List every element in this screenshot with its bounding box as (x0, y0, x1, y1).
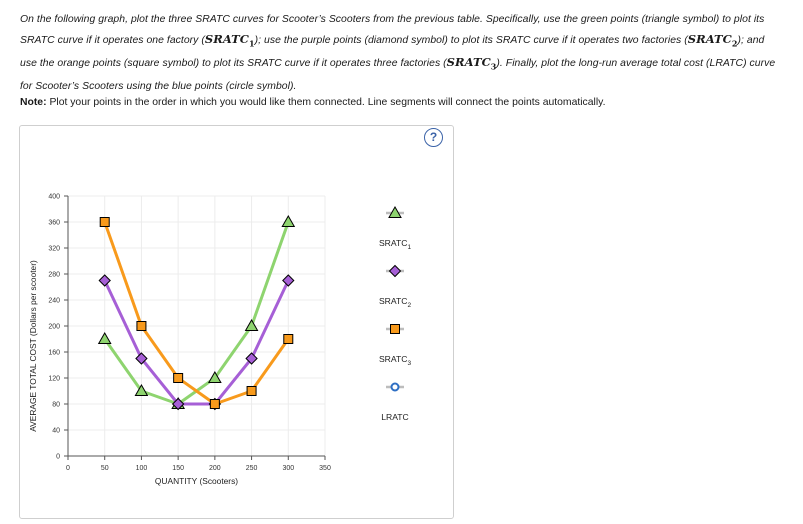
series-3-point (136, 321, 147, 331)
legend-marker-triangle (388, 205, 402, 218)
x-tick-label: 350 (319, 465, 331, 472)
series-1-point (281, 214, 296, 227)
legend-marker-diamond (388, 264, 402, 278)
series-1-point (97, 331, 112, 344)
instructions-text-2: ); use the purple points (diamond symbol… (254, 34, 688, 46)
graph-panel (19, 125, 454, 519)
y-tick-label: 240 (48, 298, 60, 305)
legend-label: LRATC (381, 412, 409, 422)
x-tick-label: 300 (282, 465, 294, 472)
x-tick-label: 150 (172, 465, 184, 472)
instructions: On the following graph, plot the three S… (20, 10, 780, 97)
y-tick-label: 160 (48, 350, 60, 357)
series-3-point (283, 334, 294, 344)
legend-marker-square (390, 324, 400, 334)
legend-marker-circle (390, 382, 400, 392)
series-1-point (244, 318, 259, 331)
instructions-text-3: ); and use the orange points (square sym… (20, 34, 765, 70)
series-2-point (171, 397, 185, 411)
legend-item-3[interactable]: SRATC3 (379, 324, 412, 368)
y-tick-label: 80 (52, 402, 60, 409)
help-icon[interactable]: ? (424, 128, 443, 147)
legend-label: SRATC3 (379, 354, 412, 367)
series-1-point (207, 370, 222, 383)
x-tick-label: 0 (66, 465, 70, 472)
y-tick-label: 280 (48, 272, 60, 279)
y-tick-label: 0 (56, 454, 60, 461)
series-1-point (134, 383, 149, 396)
series-2-point (245, 352, 258, 365)
instructions-text-4: ). Finally, plot the long-run average to… (20, 58, 776, 93)
legend-item-1[interactable]: SRATC1 (379, 205, 412, 251)
sratc3-math: SRATC3 (446, 55, 497, 72)
series-3-point (173, 373, 184, 383)
y-tick-label: 200 (48, 324, 60, 331)
y-tick-label: 400 (48, 194, 60, 201)
x-axis-label: QUANTITY (Scooters) (155, 476, 238, 486)
y-tick-label: 320 (48, 246, 60, 253)
sratc2-math: SRATC2 (687, 31, 738, 48)
y-axis-label: AVERAGE TOTAL COST (Dollars per scooter) (28, 260, 38, 432)
y-tick-label: 40 (52, 428, 60, 435)
series-3-point (209, 399, 220, 409)
legend-label: SRATC1 (379, 238, 412, 251)
series-3-point (99, 217, 110, 227)
series-2-point (98, 274, 111, 287)
series-2-point (282, 274, 295, 287)
x-tick-label: 100 (136, 465, 148, 472)
x-tick-label: 200 (209, 465, 221, 472)
y-tick-label: 120 (48, 376, 60, 383)
note-label: Note: (20, 97, 47, 108)
x-tick-label: 250 (246, 465, 258, 472)
sratc1-math: SRATC1 (204, 31, 255, 48)
instructions-text-1: On the following graph, plot the three S… (20, 14, 765, 46)
series-line-2 (103, 279, 290, 406)
note: Note: Plot your points in the order in w… (20, 97, 605, 108)
x-tick-label: 50 (101, 465, 109, 472)
series-2-point (135, 352, 148, 365)
note-text: Plot your points in the order in which y… (46, 97, 606, 108)
legend-label: SRATC2 (379, 296, 412, 309)
series-3-point (246, 386, 257, 396)
series-line-3 (103, 221, 290, 406)
y-tick-label: 360 (48, 220, 60, 227)
legend-item-2[interactable]: SRATC2 (379, 264, 412, 310)
legend-item-4[interactable]: LRATC (381, 382, 409, 423)
